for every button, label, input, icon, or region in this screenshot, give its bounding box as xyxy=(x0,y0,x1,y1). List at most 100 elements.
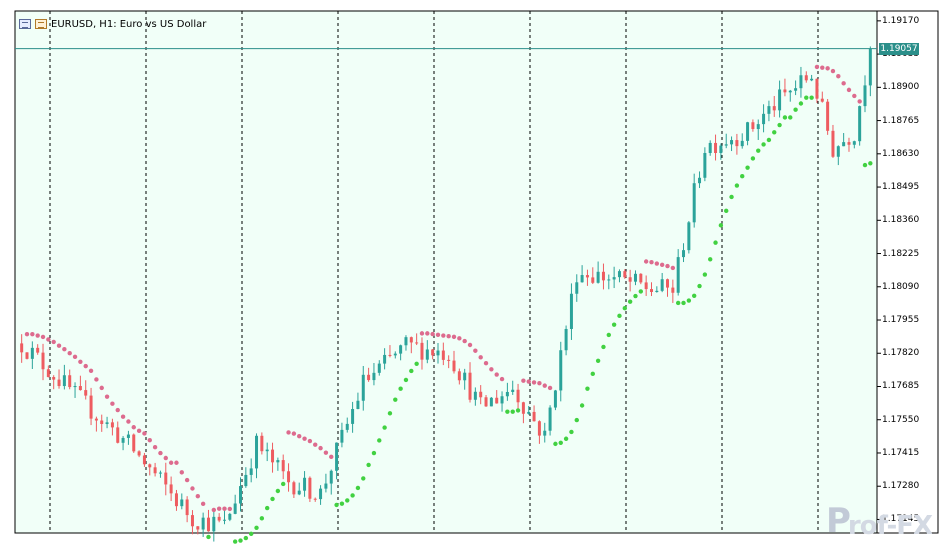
candle-body xyxy=(415,342,419,344)
candle-body xyxy=(714,142,718,154)
candle-body xyxy=(78,386,82,391)
candle-body xyxy=(212,516,216,532)
candle-body xyxy=(41,352,45,370)
candle-body xyxy=(132,434,136,452)
psar-dot-down xyxy=(649,259,654,265)
candle-body xyxy=(804,75,808,81)
psar-dot-down xyxy=(489,367,494,372)
candle-body xyxy=(228,513,232,520)
candle-body xyxy=(569,293,573,329)
watermark-prefix: P xyxy=(826,501,851,541)
candle-body xyxy=(666,279,670,288)
candle-body xyxy=(601,271,605,281)
price-axis-label: 1.17820 xyxy=(882,348,920,359)
candle-body xyxy=(388,354,392,356)
psar-dot-up xyxy=(398,386,403,391)
symbol-title: EURUSD, H1: Euro vs US Dollar xyxy=(51,18,207,30)
psar-dot-up xyxy=(232,539,238,544)
psar-dot-up xyxy=(579,403,585,408)
candle-body xyxy=(281,460,285,472)
price-axis-label: 1.17415 xyxy=(882,447,920,458)
psar-dot-down xyxy=(67,351,72,356)
candle-body xyxy=(190,515,194,527)
candle-body xyxy=(431,349,435,356)
candle-body xyxy=(367,374,371,381)
psar-dot-down xyxy=(814,64,820,70)
psar-dot-down xyxy=(286,430,291,435)
psar-dot-up xyxy=(638,289,644,294)
candle-body xyxy=(468,372,472,400)
candle-body xyxy=(788,90,792,93)
psar-dot-down xyxy=(131,425,136,430)
candle-body xyxy=(559,350,563,391)
psar-dot-down xyxy=(136,428,142,434)
candle-body xyxy=(479,391,483,398)
psar-dot-down xyxy=(499,376,505,382)
candle-body xyxy=(730,140,734,145)
psar-dot-down xyxy=(307,438,313,444)
candle-body xyxy=(89,395,93,419)
psar-dot-down xyxy=(419,331,425,336)
price-axis-label: 1.18765 xyxy=(882,115,920,126)
candle-body xyxy=(121,437,125,443)
psar-dot-down xyxy=(302,436,307,441)
psar-dot-up xyxy=(355,485,361,491)
candle-body xyxy=(767,106,771,114)
psar-dot-down xyxy=(665,263,670,269)
psar-dot-up xyxy=(798,101,804,106)
candle-body xyxy=(511,389,515,392)
psar-dot-up xyxy=(553,441,558,447)
candle-body xyxy=(249,468,253,475)
psar-dot-up xyxy=(750,156,756,161)
psar-dot-down xyxy=(542,383,547,388)
candle-body xyxy=(623,271,627,278)
candle-body xyxy=(196,526,200,530)
candle-body xyxy=(489,397,493,407)
psar-dot-down xyxy=(457,336,462,341)
candle-body xyxy=(863,85,867,107)
psar-dot-down xyxy=(643,259,649,264)
candle-body xyxy=(842,142,846,147)
candle-body xyxy=(537,421,541,436)
candle-body xyxy=(377,363,381,373)
psar-dot-up xyxy=(574,417,579,423)
psar-dot-down xyxy=(852,93,857,99)
candle-body xyxy=(868,48,872,86)
price-axis-label: 1.17685 xyxy=(882,381,920,392)
psar-dot-down xyxy=(547,385,553,391)
psar-dot-up xyxy=(382,425,387,430)
psar-dot-up xyxy=(617,313,622,319)
psar-dot-down xyxy=(435,332,441,338)
candle-body xyxy=(287,471,291,483)
psar-dot-up xyxy=(414,361,419,367)
psar-dot-up xyxy=(339,501,345,506)
candle-body xyxy=(762,113,766,125)
psar-dot-up xyxy=(275,488,281,494)
candle-body xyxy=(20,343,24,353)
psar-dot-down xyxy=(291,431,297,436)
candle-body xyxy=(484,397,488,407)
psar-dot-down xyxy=(216,506,222,511)
psar-dot-down xyxy=(297,433,302,439)
psar-dot-down xyxy=(211,507,217,513)
psar-dot-down xyxy=(836,74,841,79)
psar-dot-up xyxy=(708,257,713,262)
candle-body xyxy=(580,275,584,283)
psar-dot-up xyxy=(724,208,729,214)
psar-dot-up xyxy=(590,371,595,377)
psar-dot-up xyxy=(782,115,788,120)
candle-body xyxy=(639,273,643,283)
candle-body xyxy=(201,517,205,530)
psar-dot-down xyxy=(158,450,163,456)
candle-body xyxy=(687,222,691,251)
psar-dot-up xyxy=(691,293,697,298)
psar-dot-down xyxy=(227,506,233,512)
psar-dot-down xyxy=(659,262,665,268)
candle-body xyxy=(260,435,264,452)
candle-body xyxy=(815,78,819,99)
psar-dot-up xyxy=(804,95,809,100)
psar-dot-down xyxy=(425,331,430,336)
psar-dot-up xyxy=(243,535,249,541)
